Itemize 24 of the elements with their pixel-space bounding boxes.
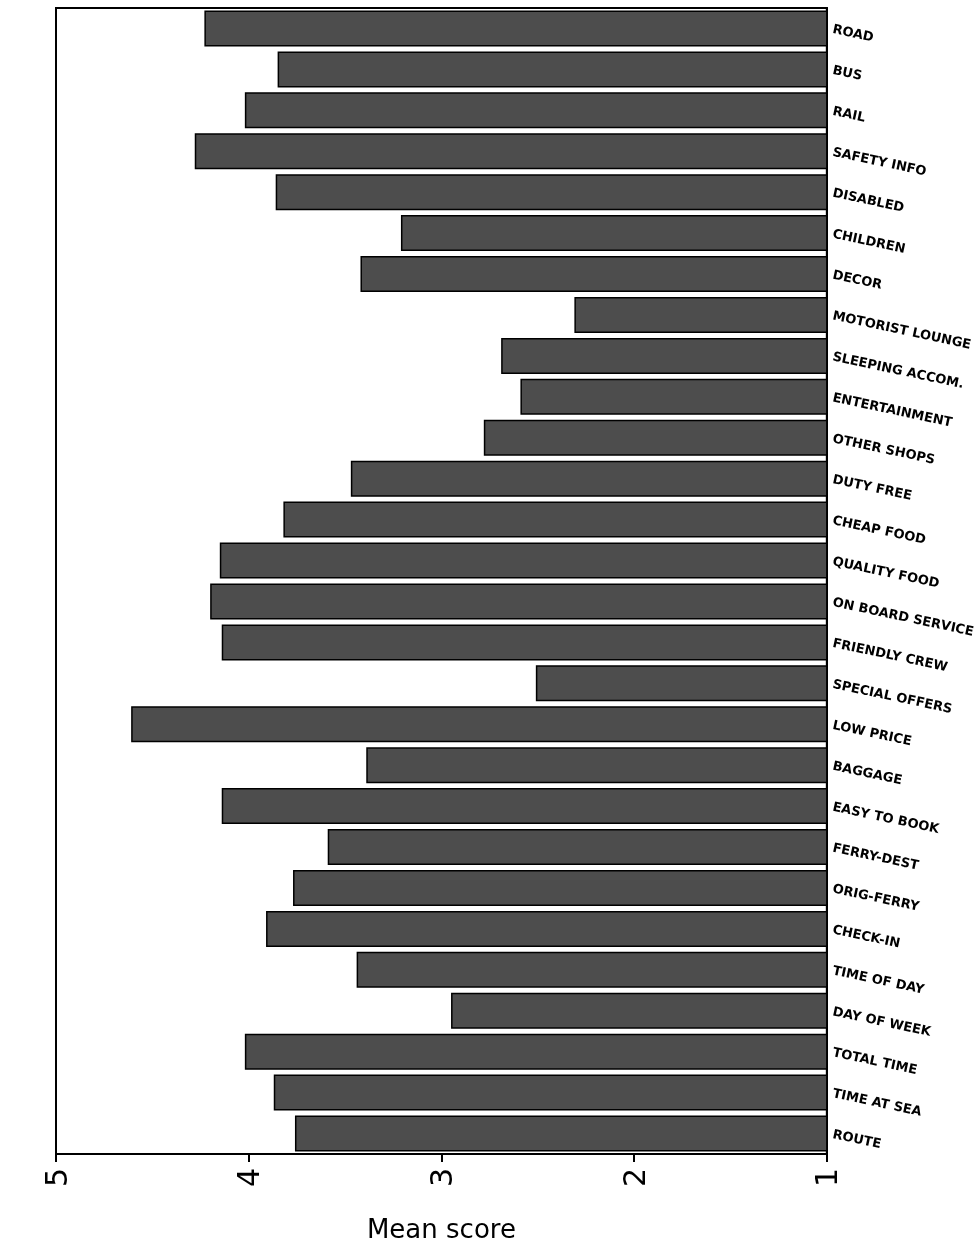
y-tick-label: TOTAL TIME: [831, 1044, 919, 1077]
y-tick-label: RAIL: [831, 102, 867, 125]
y-tick-label: CHEAP FOOD: [831, 512, 928, 547]
y-tick-label: QUALITY FOOD: [831, 553, 942, 591]
y-tick-label: DECOR: [831, 266, 884, 292]
y-tick-label: SAFETY INFO: [831, 143, 928, 179]
x-axis-title: Mean score: [366, 1214, 516, 1244]
x-tick-label: 1: [809, 1168, 845, 1188]
y-tick-label: ROUTE: [831, 1126, 883, 1152]
y-tick-label: DUTY FREE: [831, 471, 914, 503]
y-tick-label: TIME AT SEA: [831, 1085, 924, 1119]
y-tick-label: ROAD: [831, 21, 876, 45]
y-tick-label: ON BOARD SERVICE: [831, 594, 976, 639]
x-tick-label: 2: [616, 1168, 652, 1188]
x-tick-label: 4: [231, 1168, 267, 1188]
y-tick-label: SPECIAL OFFERS: [831, 675, 954, 717]
y-tick-label: TIME OF DAY: [831, 962, 927, 997]
y-tick-label: DAY OF WEEK: [831, 1003, 934, 1040]
x-tick-label: 3: [423, 1168, 459, 1188]
y-tick-label: EASY TO BOOK: [831, 798, 942, 837]
y-tick-label: OTHER SHOPS: [831, 430, 937, 467]
y-tick-label: BUS: [831, 62, 864, 83]
y-tick-label: LOW PRICE: [831, 716, 914, 749]
x-tick-label: 5: [38, 1168, 74, 1188]
